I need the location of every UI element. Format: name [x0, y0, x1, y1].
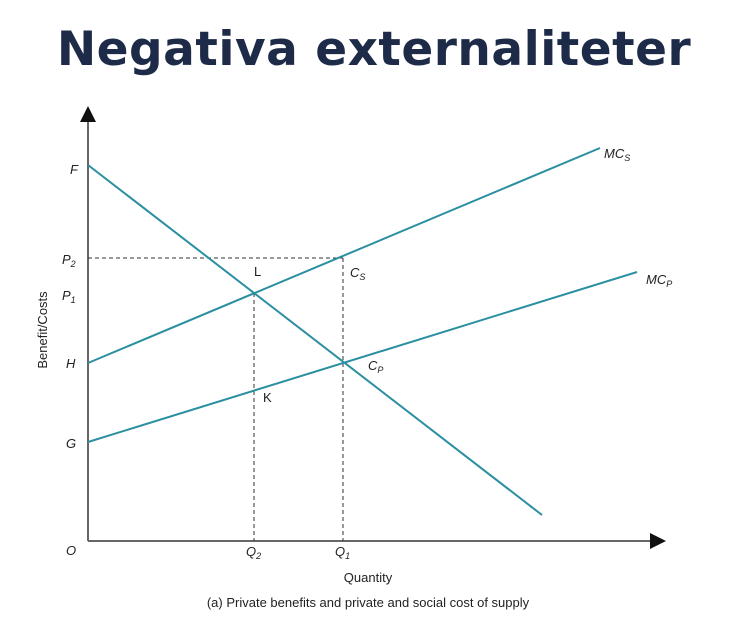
slide-title: Negativa externaliteter — [56, 22, 692, 77]
mcs-curve — [87, 147, 601, 364]
label-l: L — [254, 264, 261, 279]
label-k: K — [263, 390, 272, 405]
label-cs: CS — [350, 265, 365, 282]
label-g: G — [66, 436, 76, 451]
y-axis-label: Benefit/Costs — [35, 291, 50, 369]
label-q1: Q1 — [335, 544, 350, 561]
label-mcs: MCS — [604, 146, 630, 163]
mcp-curve — [87, 271, 638, 443]
label-cp: CP — [368, 358, 383, 375]
label-p1: P1 — [62, 288, 76, 305]
demand-curve — [87, 164, 543, 516]
label-p2: P2 — [62, 252, 76, 269]
x-axis-label: Quantity — [344, 570, 393, 585]
diagram-caption: (a) Private benefits and private and soc… — [207, 595, 530, 610]
label-f: F — [70, 162, 79, 177]
label-q2: Q2 — [246, 544, 261, 561]
label-h: H — [66, 356, 76, 371]
label-mcp: MCP — [646, 272, 672, 289]
label-o: O — [66, 543, 76, 558]
